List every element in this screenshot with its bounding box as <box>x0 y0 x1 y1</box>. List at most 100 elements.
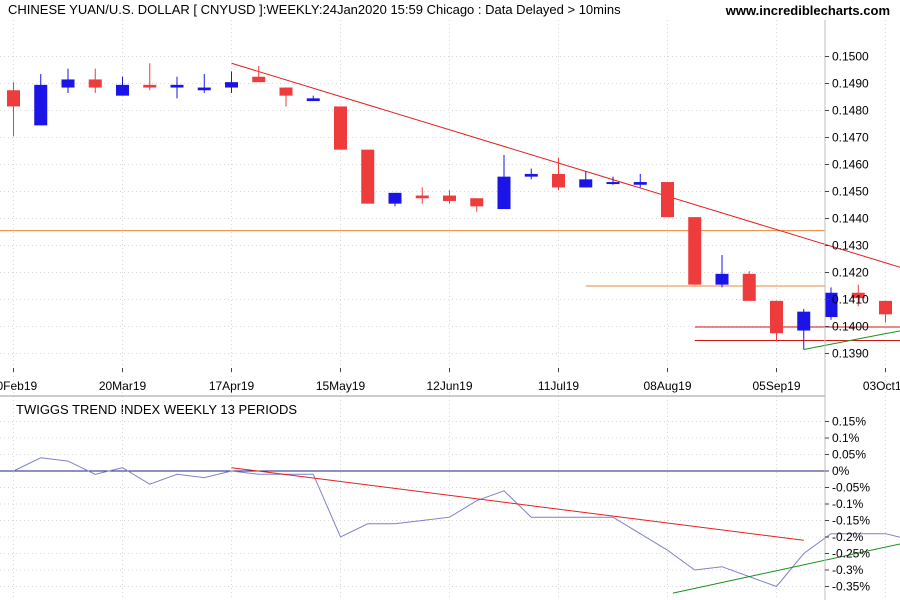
price-y-tick-label: 0.1400 <box>832 320 869 334</box>
indicator-y-tick-label: -0.15% <box>832 514 870 528</box>
candle-body <box>7 90 20 107</box>
candle-body <box>361 149 375 204</box>
chart-title: CHINESE YUAN/U.S. DOLLAR [ CNYUSD ]:WEEK… <box>8 2 621 17</box>
indicator-trendline <box>672 543 900 594</box>
indicator-y-tick-label: 0% <box>832 464 850 478</box>
candle-body <box>116 84 129 96</box>
price-y-tick-label: 0.1450 <box>832 185 869 199</box>
candle-body <box>552 173 565 188</box>
candle <box>7 82 20 137</box>
candle-body <box>824 292 838 318</box>
indicator-y-tick-label: -0.1% <box>832 497 864 511</box>
indicator-y-tick-label: 0.1% <box>832 431 860 445</box>
indicator-y-tick-label: -0.35% <box>832 580 870 594</box>
price-y-tick-label: 0.1500 <box>832 50 869 64</box>
candle <box>606 176 620 185</box>
price-y-tick-label: 0.1430 <box>832 239 869 253</box>
price-y-tick-label: 0.1440 <box>832 212 869 226</box>
candle <box>688 217 702 285</box>
indicator-y-tick-label: 0.15% <box>832 415 866 429</box>
candle-body <box>770 300 783 334</box>
candle-body <box>197 87 211 91</box>
candle-body <box>470 198 484 207</box>
candle <box>797 308 811 350</box>
candle-body <box>306 98 320 102</box>
candle <box>334 106 347 150</box>
price-y-tick-label: 0.1460 <box>832 158 869 172</box>
candle-body <box>170 84 184 88</box>
x-tick-label: 17Apr19 <box>209 379 255 393</box>
indicator-trendline <box>231 467 804 541</box>
candle <box>361 149 375 204</box>
candle-body <box>851 292 865 299</box>
candle-body <box>661 182 674 218</box>
candle-body <box>279 87 293 96</box>
x-tick-label: 05Sep19 <box>752 379 800 393</box>
indicator-y-axis: 0.15% 0.1% 0.05% 0% -0.05% -0.1% -0.15% -0.2% -0… <box>825 415 870 594</box>
x-tick-label: 03Oct19 <box>863 379 900 393</box>
indicator-y-tick-label: -0.25% <box>832 547 870 561</box>
candle-body <box>415 195 429 199</box>
candle-body <box>606 182 620 185</box>
candle-body <box>715 273 729 285</box>
candle <box>824 287 838 320</box>
candle-body <box>742 273 756 301</box>
indicator-y-tick-label: -0.2% <box>832 530 864 544</box>
price-trendline <box>231 62 900 268</box>
price-y-axis: 0.1500 0.1490 0.1480 0.1470 0.1460 0.1450 0.14… <box>825 50 869 361</box>
indicator-line <box>13 457 900 588</box>
candle <box>524 168 538 180</box>
indicator-overlays <box>231 467 900 594</box>
candle <box>552 157 565 191</box>
x-tick-label: 20Mar19 <box>99 379 147 393</box>
candle <box>851 284 865 307</box>
price-y-tick-label: 0.1410 <box>832 293 869 307</box>
price-y-tick-label: 0.1390 <box>832 347 869 361</box>
candle <box>61 68 75 93</box>
candle-body <box>797 311 811 331</box>
candle-body <box>879 300 892 315</box>
candle-body <box>497 176 511 210</box>
candle <box>470 198 484 212</box>
indicator-series <box>13 457 900 588</box>
x-tick-label: 15May19 <box>316 379 366 393</box>
candle <box>715 254 729 288</box>
candle-body <box>633 182 647 185</box>
x-tick-label: 08Aug19 <box>643 379 691 393</box>
price-trendline <box>803 330 900 350</box>
candle <box>443 190 456 204</box>
price-grid <box>0 20 886 600</box>
indicator-y-tick-label: 0.05% <box>832 448 866 462</box>
price-y-tick-label: 0.1490 <box>832 77 869 91</box>
price-candles <box>7 63 892 350</box>
candle <box>197 74 211 93</box>
indicator-grid <box>0 421 825 587</box>
candle-body <box>688 217 702 285</box>
x-tick-label: 11Jul19 <box>538 379 579 393</box>
candle-body <box>443 195 456 201</box>
candle <box>633 173 647 188</box>
x-axis: 20Feb19 20Mar19 17Apr19 15May19 12Jun19 11Jul… <box>0 368 900 393</box>
indicator-y-tick-label: -0.05% <box>832 481 870 495</box>
candle <box>306 95 320 102</box>
indicator-y-tick-label: -0.3% <box>832 563 864 577</box>
candle <box>34 74 48 126</box>
candle <box>770 300 783 342</box>
price-y-tick-label: 0.1420 <box>832 266 869 280</box>
candle-body <box>524 173 538 177</box>
candle <box>415 187 429 204</box>
candle-body <box>252 76 266 83</box>
price-y-tick-label: 0.1480 <box>832 104 869 118</box>
candle <box>279 87 293 107</box>
site-watermark[interactable]: www.incrediblecharts.com <box>725 3 890 18</box>
candle-body <box>579 179 593 188</box>
candle <box>661 182 674 218</box>
candle <box>388 192 402 207</box>
x-tick-label: 20Feb19 <box>0 379 38 393</box>
price-overlays <box>0 62 900 350</box>
candle <box>170 76 184 99</box>
candle-body <box>61 79 75 88</box>
x-tick-label: 12Jun19 <box>426 379 472 393</box>
candle-body <box>388 192 402 204</box>
